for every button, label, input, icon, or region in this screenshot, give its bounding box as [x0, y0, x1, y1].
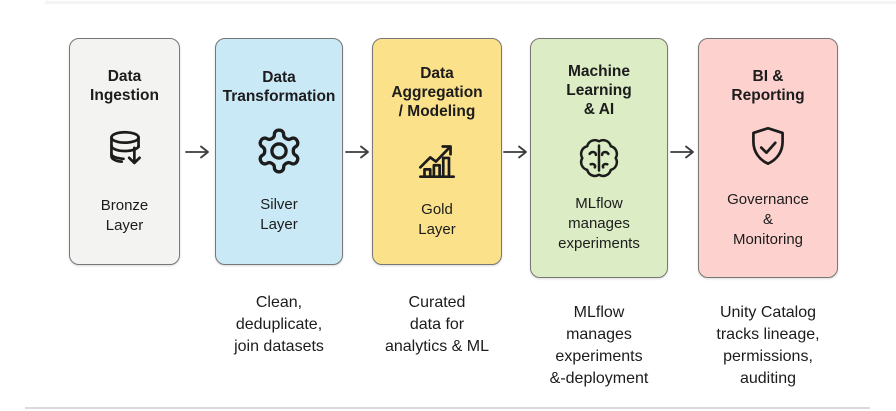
shield-check-icon	[743, 122, 793, 172]
stage-title: Machine Learning & AI	[566, 62, 632, 118]
right-arrow-icon	[503, 145, 527, 159]
caption-data-transformation: Clean, deduplicate, join datasets	[234, 294, 324, 355]
stage-label: Bronze Layer	[100, 196, 149, 234]
brain-icon	[573, 132, 625, 182]
database-download-icon	[100, 124, 150, 178]
trending-bar-chart-icon	[411, 135, 463, 185]
stage-box-data-aggregation-modeling: Data Aggregation / Modeling Gold Layer	[372, 38, 502, 265]
stage-box-bi-reporting: BI & Reporting Governance & Monitoring	[698, 38, 838, 278]
right-arrow-icon	[345, 145, 369, 159]
caption-bi-reporting: Unity Catalog tracks lineage, permission…	[716, 304, 820, 387]
stage-box-data-transformation: Data Transformation Silver Layer	[215, 38, 343, 265]
stage-title: Data Ingestion	[90, 68, 159, 105]
stage-label: MLflow manages experiments	[558, 195, 640, 253]
right-arrow-icon	[670, 145, 694, 159]
bottom-divider	[25, 407, 870, 409]
stage-label: Silver Layer	[260, 195, 298, 233]
stage-title: Data Aggregation / Modeling	[391, 64, 483, 120]
stage-label: Governance & Monitoring	[727, 190, 809, 248]
stage-box-data-ingestion: Data Ingestion Bronze Layer	[69, 38, 180, 265]
stage-title: Data Transformation	[222, 69, 336, 106]
stage-label: Gold Layer	[418, 200, 456, 238]
gear-icon	[254, 126, 304, 176]
stage-title: BI & Reporting	[731, 67, 805, 104]
caption-data-aggregation: Curated data for analytics & ML	[384, 294, 490, 355]
right-arrow-icon	[185, 145, 209, 159]
caption-machine-learning: MLflow manages experiments &-deployment	[549, 304, 649, 387]
top-divider	[45, 1, 896, 4]
stage-box-machine-learning-ai: Machine Learning & AI MLflow manages exp…	[530, 38, 668, 278]
